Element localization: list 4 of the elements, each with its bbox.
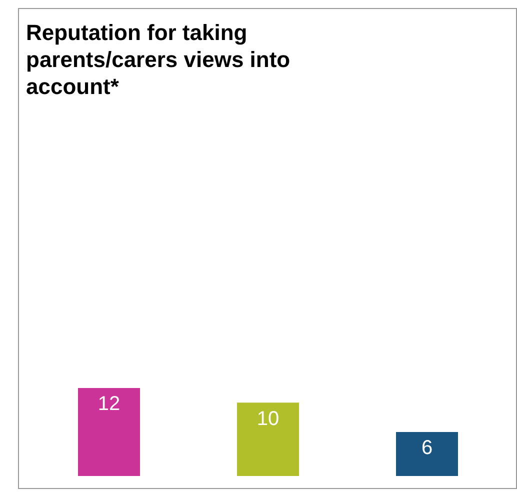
- data-label: 6: [421, 437, 433, 460]
- data-label: 10: [256, 408, 280, 430]
- data-label: 12: [98, 393, 120, 416]
- chart-title: Reputation for taking parents/carers views into account*: [26, 19, 292, 100]
